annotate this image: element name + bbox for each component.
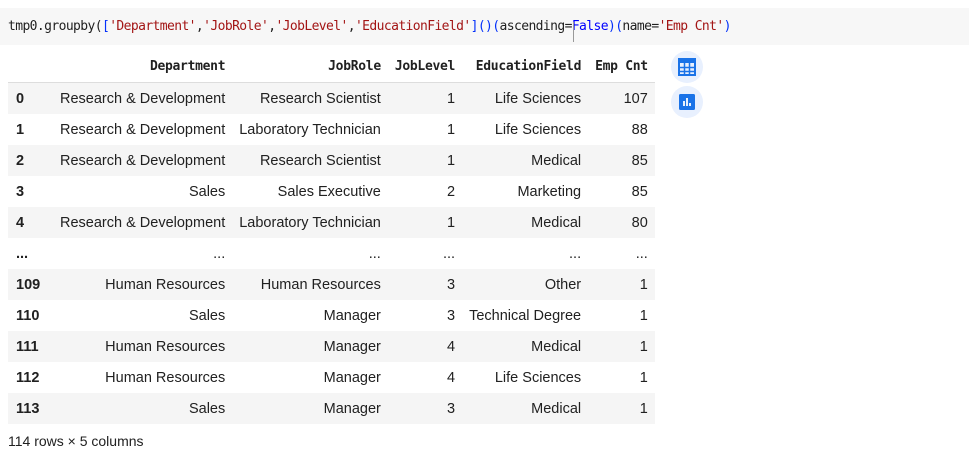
table-row: 3 Sales Sales Executive 2 Marketing 85 [8,176,655,207]
table-cell: Technical Degree [469,307,582,324]
table-cell: 1 [387,207,463,238]
table-row: 112 Human Resources Manager 4 Life Sciences 1 [8,362,655,393]
table-cell: 85 [588,145,655,176]
table-row: 113 Sales Manager 3 Medical 1 [8,393,655,424]
table-cell: Medical [462,145,589,176]
table-cell: 1 [387,82,463,114]
bar-chart-icon [679,94,695,110]
table-cell: Manager [232,331,388,362]
table-cell: Research & Development [53,207,233,238]
table-cell: 85 [631,183,648,200]
text-cursor [573,22,574,42]
column-header: JobRole [232,51,388,83]
code-cell[interactable]: tmp0.groupby(['Department','JobRole','Jo… [0,8,969,45]
table-cell: 3 [387,393,463,424]
table-cell: 4 [446,369,456,386]
table-cell: Sales [188,183,226,200]
table-cell: 1 [639,307,648,324]
table-icon [678,58,696,76]
column-header: JobLevel [387,51,463,83]
table-row: 2 Research & Development Research Scientis… [8,145,655,176]
table-cell: Medical [462,331,589,362]
table-cell: 2 [446,183,456,200]
table-cell: Human Resources [53,269,233,300]
row-index: 109 [8,269,53,300]
table-cell: Life Sciences [494,369,582,386]
table-cell: Research & Development [53,145,233,176]
table-cell: 88 [631,121,648,138]
table-cell: Research & Development [60,121,226,138]
table-cell: 1 [588,393,655,424]
row-index: 1 [16,121,25,138]
row-index: 112 [16,369,40,386]
table-cell: Sales Executive [277,183,381,200]
dataframe-table: Department JobRole JobLevel EducationField E… [8,51,655,424]
table-cell: Manager [323,307,381,324]
table-cell: 1 [387,145,463,176]
row-index: ... [16,245,29,262]
table-cell: ... [442,245,456,262]
table-row: 1 Research & Development Laboratory Techni… [8,114,655,145]
table-cell: 1 [639,369,648,386]
table-cell: Sales [188,307,226,324]
row-index: 3 [16,183,25,200]
table-cell: 80 [588,207,655,238]
table-cell: Human Resources [232,269,388,300]
row-index: 113 [8,393,53,424]
table-cell: Manager [232,393,388,424]
table-header: Department JobRole JobLevel EducationField E… [8,51,655,83]
table-cell: ... [569,245,582,262]
row-index: 0 [8,82,53,114]
table-cell: Research & Development [53,82,233,114]
table-cell: Human Resources [105,369,226,386]
row-index: 111 [8,331,53,362]
table-cell: 1 [588,269,655,300]
table-cell: Medical [462,207,589,238]
table-row: 0 Research & Development Research Scientis… [8,82,655,114]
table-footer: 114 rows × 5 columns [8,433,144,449]
table-cell: Marketing [517,183,582,200]
table-cell: 1 [588,331,655,362]
table-row: 111 Human Resources Manager 4 Medical 1 [8,331,655,362]
table-cell: Human Resources [53,331,233,362]
table-cell: ... [635,245,648,262]
row-index: 110 [16,307,40,324]
table-cell: Research Scientist [232,82,388,114]
column-header: Emp Cnt [588,51,655,83]
table-cell: Research Scientist [232,145,388,176]
table-cell: Manager [323,369,381,386]
table-cell: Sales [53,393,233,424]
table-cell: Other [462,269,589,300]
table-cell: 3 [446,307,456,324]
column-header: Department [53,51,233,83]
table-cell: Life Sciences [494,121,582,138]
table-cell: Medical [462,393,589,424]
table-cell: Laboratory Technician [239,121,381,138]
table-cell: 3 [387,269,463,300]
table-cell: Laboratory Technician [232,207,388,238]
table-cell: ... [213,245,226,262]
row-index: 4 [8,207,53,238]
table-cell: 107 [588,82,655,114]
table-cell: Life Sciences [462,82,589,114]
table-row: 110 Sales Manager 3 Technical Degree 1 [8,300,655,331]
table-row: .................. [8,238,655,269]
table-row: 109 Human Resources Human Resources 3 Other 1 [8,269,655,300]
column-header [8,51,53,83]
table-cell: ... [368,245,381,262]
convert-to-table-button[interactable] [671,51,703,83]
column-header: EducationField [462,51,589,83]
suggest-charts-button[interactable] [671,86,703,118]
table-cell: 4 [387,331,463,362]
table-cell: 1 [446,121,456,138]
table-row: 4 Research & Development Laboratory Techni… [8,207,655,238]
row-index: 2 [8,145,53,176]
